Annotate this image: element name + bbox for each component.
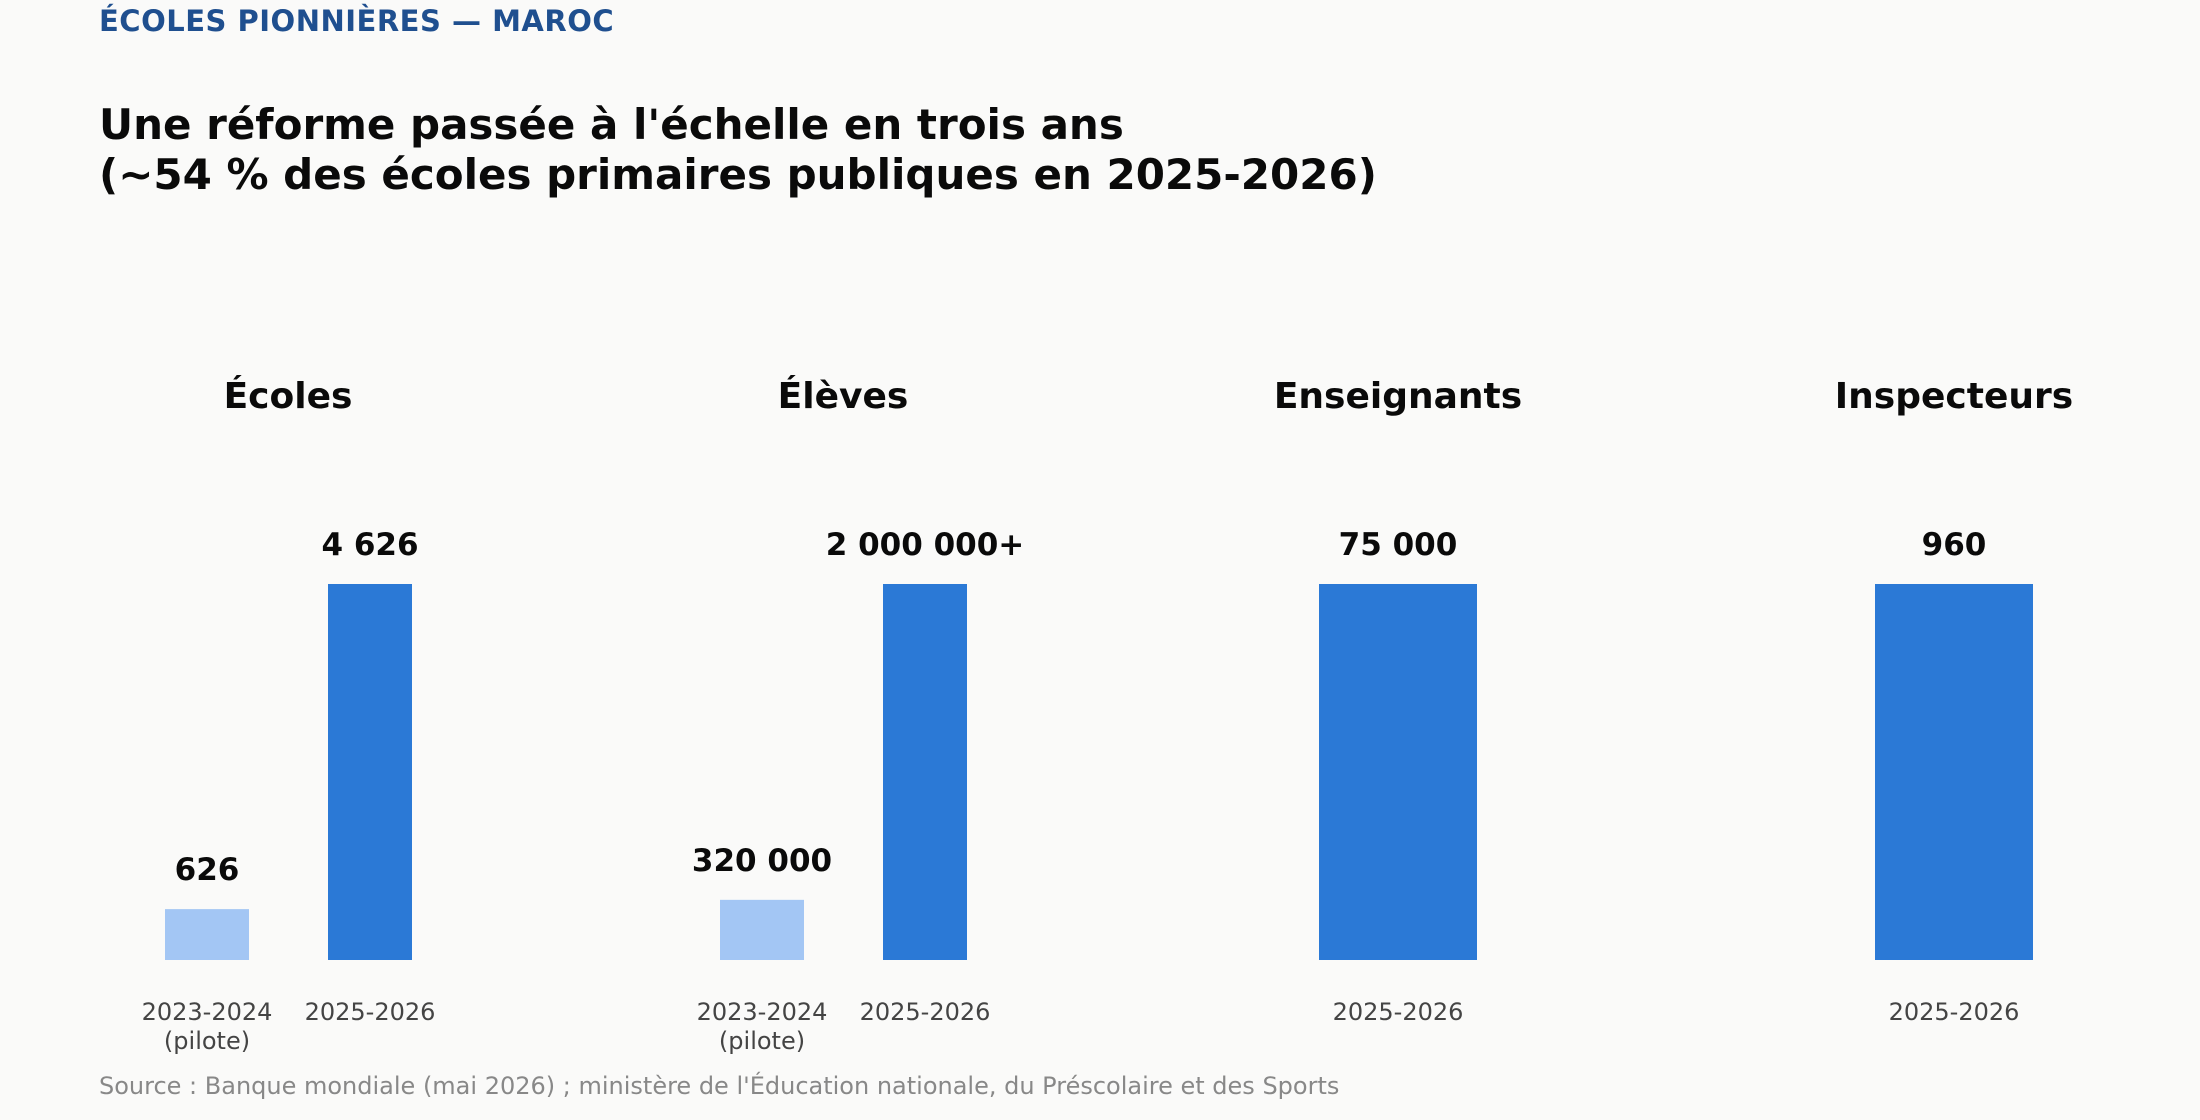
panel-title: Élèves <box>778 375 909 417</box>
bar-pilot <box>165 909 249 960</box>
kicker: ÉCOLES PIONNIÈRES — MAROC <box>99 4 615 38</box>
value-label: 960 <box>1922 527 1987 563</box>
value-label: 75 000 <box>1339 527 1458 563</box>
category-label: 2023-2024 <box>142 998 273 1026</box>
value-label: 320 000 <box>692 843 832 879</box>
bar-2025-2026 <box>1319 584 1477 960</box>
panel-title: Inspecteurs <box>1835 376 2073 417</box>
chart-title-line-2: (~54 % des écoles primaires publiques en… <box>99 150 1377 199</box>
chart-title-line-1: Une réforme passée à l'échelle en trois … <box>99 100 1124 149</box>
bar-pilot <box>720 899 804 960</box>
source-note: Source : Banque mondiale (mai 2026) ; mi… <box>99 1072 1340 1100</box>
category-label: 2025-2026 <box>305 998 436 1026</box>
category-label: (pilote) <box>719 1027 805 1055</box>
chart-title: Une réforme passée à l'échelle en trois … <box>99 100 1377 200</box>
bar-2025-2026 <box>328 584 412 960</box>
bar-2025-2026 <box>1875 584 2033 960</box>
category-label: 2025-2026 <box>860 998 991 1026</box>
bar-2025-2026 <box>883 584 967 960</box>
category-label: 2025-2026 <box>1889 998 2020 1026</box>
value-label: 2 000 000+ <box>826 527 1025 563</box>
panel-title: Écoles <box>224 375 353 417</box>
value-label: 4 626 <box>321 527 418 563</box>
category-label: 2025-2026 <box>1333 998 1464 1026</box>
category-label: (pilote) <box>164 1027 250 1055</box>
value-label: 626 <box>175 852 240 888</box>
panel-title: Enseignants <box>1274 376 1522 417</box>
category-label: 2023-2024 <box>697 998 828 1026</box>
